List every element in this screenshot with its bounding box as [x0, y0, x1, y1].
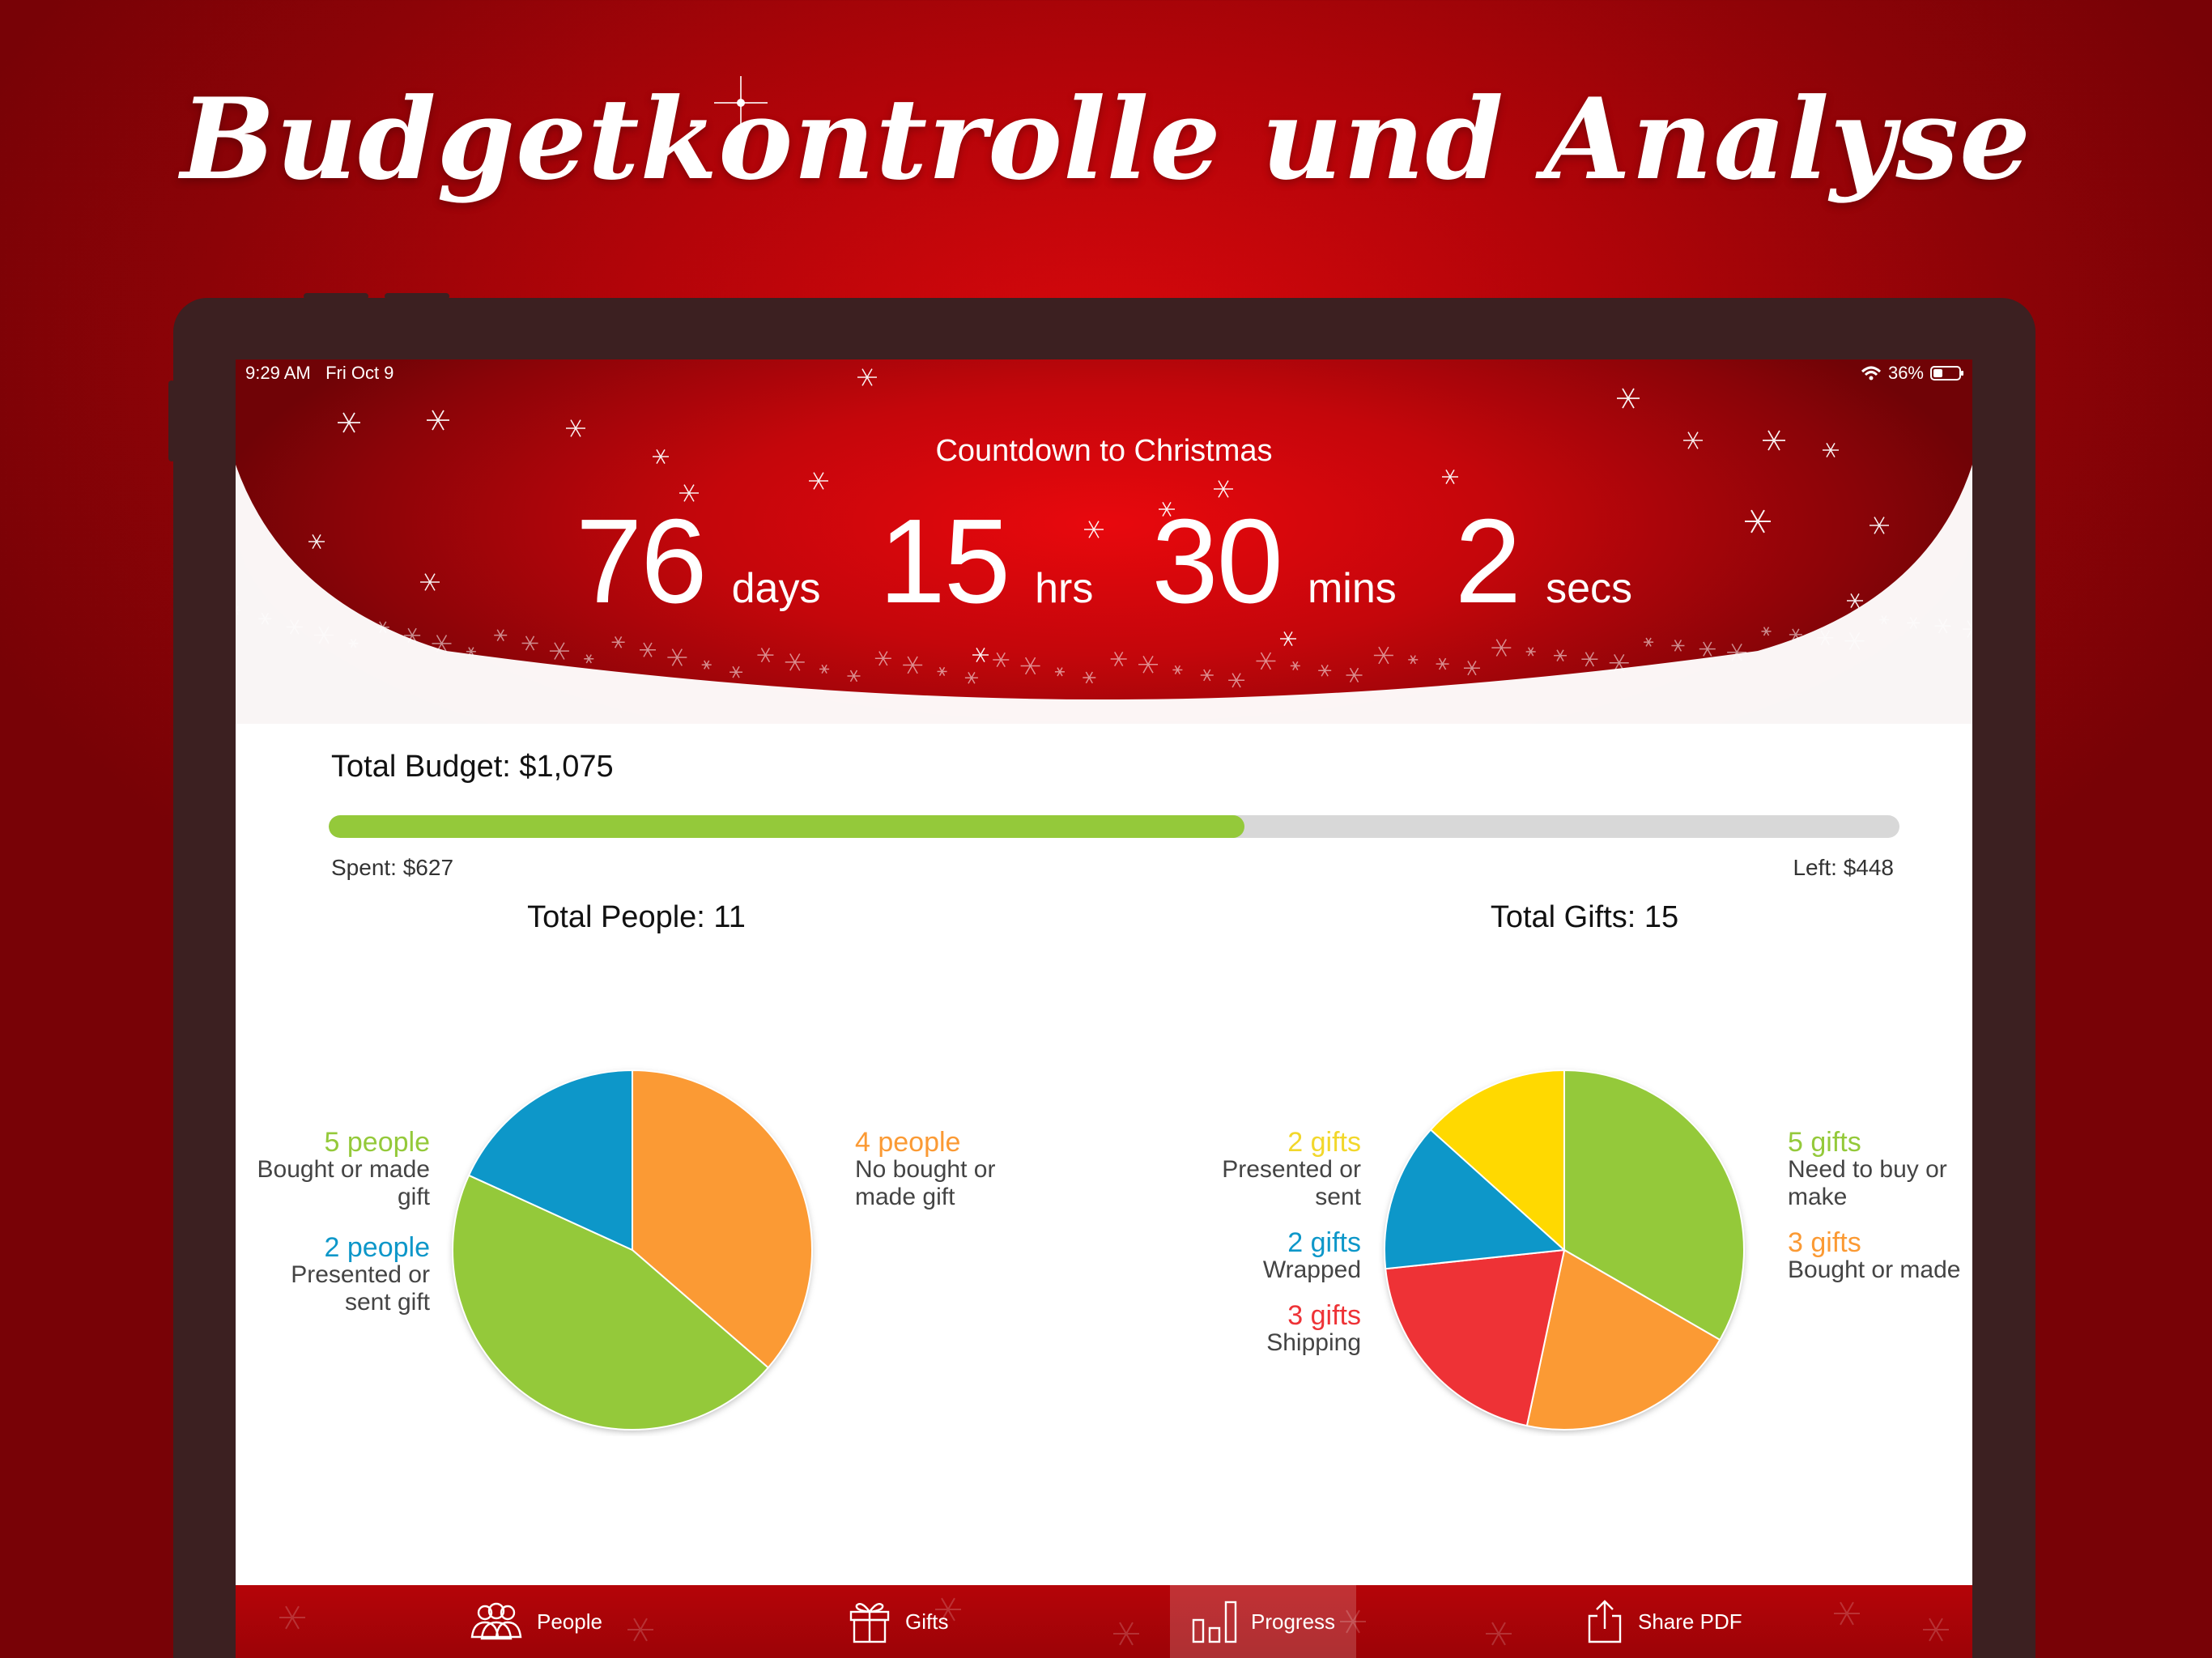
- tab-label: Progress: [1251, 1609, 1336, 1634]
- legend-item: 2 gifts Wrapped: [1195, 1229, 1361, 1284]
- legend-desc: Bought or made gift: [257, 1156, 430, 1210]
- legend-count: 3 gifts: [1287, 1300, 1361, 1331]
- countdown-seconds: 2: [1454, 495, 1521, 628]
- legend-item: 4 people No bought or made gift: [855, 1129, 1025, 1211]
- legend-desc: Wrapped: [1262, 1256, 1361, 1283]
- wifi-icon: [1861, 366, 1881, 380]
- bar-chart-icon: [1192, 1601, 1237, 1643]
- legend-item: 2 people Presented or sent gift: [252, 1234, 430, 1316]
- people-pie-chart: [452, 1069, 813, 1431]
- countdown-timer: 76 days 15 hrs 30 mins 2 secs: [236, 493, 1972, 628]
- gift-icon: [849, 1603, 890, 1643]
- budget-progress-bar: [329, 815, 1899, 838]
- gifts-pie-chart: [1384, 1069, 1745, 1431]
- budget-progress-fill: [329, 815, 1245, 838]
- legend-count: 5 people: [324, 1127, 430, 1158]
- tab-progress[interactable]: Progress: [1170, 1585, 1357, 1658]
- volume-button: [304, 293, 368, 300]
- app-screen: 9:29 AM Fri Oct 9 36% Countdown to Chris…: [236, 359, 1972, 1658]
- gifts-legend-right: 5 gifts Need to buy or make 3 gifts Boug…: [1788, 1129, 1966, 1307]
- pie-slice: [632, 1069, 813, 1369]
- people-icon: [470, 1602, 522, 1640]
- legend-desc: Need to buy or make: [1788, 1156, 1947, 1210]
- countdown-days-label: days: [731, 565, 821, 612]
- side-button: [168, 380, 175, 461]
- pie-slice: [1563, 1069, 1745, 1341]
- legend-count: 3 gifts: [1788, 1227, 1861, 1258]
- battery-percent: 36%: [1887, 363, 1924, 383]
- tab-label: Gifts: [905, 1609, 949, 1634]
- legend-item: 3 gifts Bought or made: [1788, 1229, 1966, 1284]
- snowflake-decoration: [279, 1597, 1949, 1646]
- pie-slice: [467, 1069, 633, 1252]
- budget-title: Total Budget: $1,075: [331, 750, 614, 784]
- gifts-legend-left: 2 gifts Presented or sent 2 gifts Wrappe…: [1195, 1129, 1361, 1380]
- people-chart-title: Total People: 11: [527, 900, 746, 934]
- countdown-title: Countdown to Christmas: [935, 434, 1273, 468]
- status-bar: 9:29 AM Fri Oct 9 36%: [236, 359, 1972, 389]
- volume-button: [385, 293, 449, 300]
- tab-share-pdf[interactable]: Share PDF: [1585, 1585, 1742, 1658]
- gifts-chart-title: Total Gifts: 15: [1490, 900, 1679, 934]
- legend-item: 5 gifts Need to buy or make: [1788, 1129, 1966, 1211]
- legend-item: 2 gifts Presented or sent: [1195, 1129, 1361, 1211]
- status-time: 9:29 AM Fri Oct 9: [245, 363, 394, 383]
- countdown-hours-label: hrs: [1035, 565, 1094, 612]
- legend-desc: No bought or made gift: [855, 1156, 996, 1210]
- pie-slice: [1429, 1069, 1565, 1252]
- legend-count: 4 people: [855, 1127, 961, 1158]
- share-icon: [1588, 1600, 1622, 1643]
- pie-slice: [452, 1174, 770, 1431]
- pie-slice: [1384, 1129, 1567, 1270]
- tab-bar: People Gifts P: [236, 1585, 1972, 1658]
- pie-slice: [1385, 1248, 1566, 1427]
- battery-icon: [1930, 366, 1963, 380]
- spent-label: Spent: $627: [331, 855, 454, 880]
- status-indicators: 36%: [1861, 363, 1964, 384]
- countdown-banner: [236, 359, 1972, 724]
- legend-count: 5 gifts: [1788, 1127, 1861, 1158]
- legend-count: 2 gifts: [1287, 1127, 1361, 1158]
- legend-count: 2 people: [324, 1232, 430, 1263]
- left-label: Left: $448: [1793, 855, 1894, 880]
- headline: Budgetkontrolle und Analyse: [181, 73, 2031, 205]
- legend-desc: Shipping: [1266, 1329, 1361, 1356]
- tab-people[interactable]: People: [467, 1585, 602, 1658]
- legend-desc: Bought or made: [1788, 1256, 1961, 1283]
- sparkle-icon: [714, 76, 768, 130]
- countdown-seconds-label: secs: [1546, 565, 1632, 612]
- tab-gifts[interactable]: Gifts: [847, 1585, 948, 1658]
- legend-desc: Presented or sent: [1222, 1156, 1361, 1210]
- legend-count: 2 gifts: [1287, 1227, 1361, 1258]
- legend-item: 5 people Bought or made gift: [252, 1129, 430, 1211]
- countdown-minutes: 30: [1151, 495, 1283, 628]
- countdown-hours: 15: [878, 495, 1010, 628]
- people-legend-right: 4 people No bought or made gift: [855, 1129, 1025, 1234]
- countdown-days: 76: [576, 495, 708, 628]
- tab-label: People: [537, 1609, 602, 1634]
- snowflake-decoration: [236, 368, 1972, 724]
- countdown-minutes-label: mins: [1307, 565, 1397, 612]
- people-legend-left: 5 people Bought or made gift 2 people Pr…: [252, 1129, 430, 1339]
- pie-slice: [1525, 1248, 1721, 1431]
- legend-desc: Presented or sent gift: [291, 1261, 430, 1316]
- legend-item: 3 gifts Shipping: [1195, 1302, 1361, 1357]
- tab-label: Share PDF: [1638, 1609, 1742, 1634]
